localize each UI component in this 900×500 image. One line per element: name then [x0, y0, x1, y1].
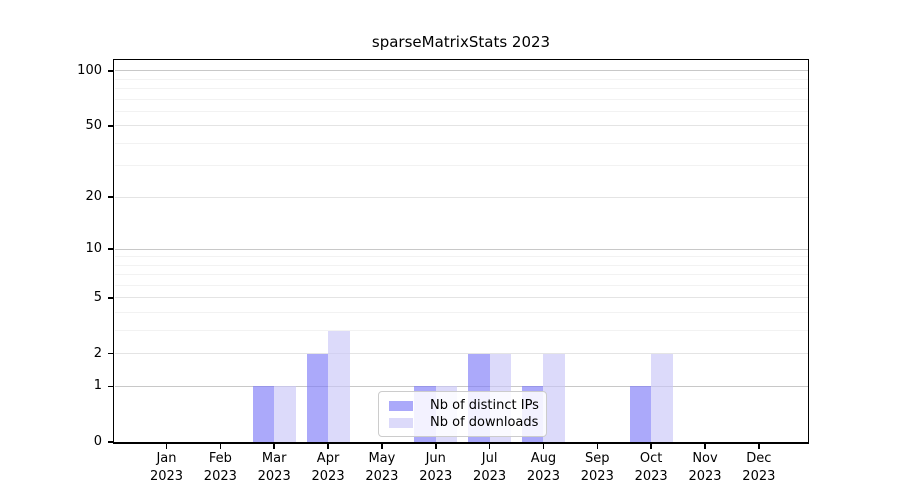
x-tick-mark-feb	[219, 444, 222, 449]
y-tick-mark-1	[107, 385, 114, 388]
x-tick-label-nov: Nov 2023	[688, 451, 722, 484]
x-tick-mark-mar	[273, 444, 275, 449]
legend-swatch-distinct-ips	[389, 400, 413, 411]
gridline-minor	[114, 256, 808, 258]
y-tick-mark-20	[107, 196, 114, 198]
x-tick-label-jun: Jun 2023	[419, 451, 453, 484]
chart-title: sparseMatrixStats 2023	[371, 33, 551, 51]
gridline-minor	[114, 264, 808, 266]
x-tick-label-sep: Sep 2023	[580, 451, 614, 484]
legend-item-downloads: Nb of downloads	[385, 414, 538, 431]
y-tick-label-1: 1	[93, 378, 102, 394]
legend-label-downloads: Nb of downloads	[430, 415, 539, 430]
gridline-minor	[114, 98, 808, 100]
gridline-2	[114, 353, 808, 355]
x-tick-mark-jan	[165, 444, 168, 449]
x-tick-label-apr: Apr 2023	[311, 451, 345, 484]
bar-distinct-ips-mar	[252, 386, 275, 442]
x-tick-label-may: May 2023	[365, 451, 399, 484]
bar-downloads-aug	[543, 353, 565, 442]
x-tick-mark-may	[381, 444, 383, 449]
y-tick-label-2: 2	[93, 345, 102, 361]
gridline-minor	[114, 88, 808, 90]
y-tick-mark-10	[107, 248, 114, 250]
bar-downloads-mar	[274, 386, 296, 442]
gridline-50	[114, 125, 808, 127]
y-tick-mark-2	[107, 352, 114, 355]
y-tick-mark-50	[107, 125, 114, 127]
gridline-minor	[114, 330, 808, 332]
y-tick-mark-100	[107, 70, 114, 72]
bar-downloads-oct	[651, 353, 673, 442]
y-tick-mark-0	[107, 441, 114, 443]
gridline-minor	[114, 274, 808, 276]
x-tick-mark-sep	[596, 444, 599, 449]
gridline-100	[114, 70, 808, 72]
legend: Nb of distinct IPs Nb of downloads	[378, 391, 547, 437]
x-tick-label-jan: Jan 2023	[149, 451, 184, 484]
y-tick-mark-5	[107, 297, 114, 299]
legend-swatch-downloads	[389, 417, 413, 428]
x-tick-mark-jun	[435, 444, 437, 449]
gridline-minor	[114, 142, 808, 144]
x-tick-label-oct: Oct 2023	[634, 451, 668, 484]
bar-distinct-ips-oct	[629, 386, 652, 442]
x-tick-label-mar: Mar 2023	[257, 451, 291, 484]
x-tick-mark-jul	[488, 444, 491, 449]
gridline-minor	[114, 110, 808, 112]
y-tick-label-50: 50	[85, 117, 102, 133]
gridline-1	[114, 385, 808, 387]
gridline-minor	[114, 285, 808, 287]
y-tick-label-0: 0	[93, 434, 102, 449]
gridline-minor	[114, 312, 808, 314]
x-tick-label-dec: Dec 2023	[742, 451, 776, 484]
gridline-20	[114, 196, 808, 198]
x-tick-mark-aug	[542, 444, 545, 449]
gridline-10	[114, 248, 808, 250]
gridline-5	[114, 297, 808, 299]
y-tick-label-10: 10	[85, 241, 102, 257]
x-tick-mark-apr	[327, 444, 329, 449]
x-tick-mark-nov	[704, 444, 706, 449]
bar-distinct-ips-apr	[306, 353, 329, 442]
x-tick-label-feb: Feb 2023	[203, 451, 237, 484]
y-tick-label-100: 100	[77, 62, 102, 78]
gridline-minor	[114, 78, 808, 80]
x-tick-mark-oct	[650, 444, 652, 449]
gridline-minor	[114, 165, 808, 167]
x-tick-label-aug: Aug 2023	[526, 451, 560, 484]
legend-label-distinct-ips: Nb of distinct IPs	[430, 398, 539, 413]
x-tick-mark-dec	[758, 444, 760, 449]
x-tick-label-jul: Jul 2023	[473, 451, 507, 484]
bar-downloads-apr	[328, 330, 350, 442]
legend-item-distinct-ips: Nb of distinct IPs	[385, 397, 539, 414]
y-tick-label-5: 5	[93, 289, 102, 305]
y-tick-label-20: 20	[85, 189, 102, 205]
